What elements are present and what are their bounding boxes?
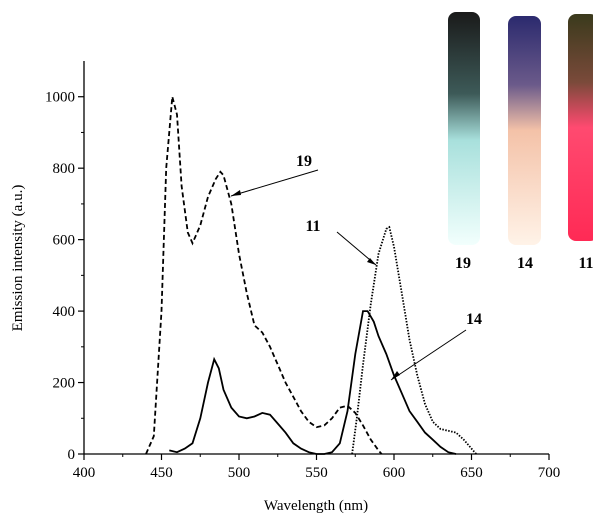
inset-label: 14 — [517, 255, 533, 272]
series-annotation: 11 — [305, 218, 320, 235]
y-axis-label: Emission intensity (a.u.) — [10, 185, 26, 332]
series-line — [145, 96, 383, 455]
arrowhead — [391, 371, 400, 380]
vial-photo — [448, 12, 480, 245]
y-tick-label: 600 — [53, 233, 76, 249]
x-tick-label: 450 — [150, 465, 173, 481]
vial-photo — [508, 16, 541, 245]
series-annotation: 14 — [466, 311, 482, 328]
x-tick-label: 400 — [73, 465, 96, 481]
series-line — [169, 310, 457, 455]
inset-label: 19 — [455, 255, 471, 272]
x-tick-label: 650 — [460, 465, 483, 481]
arrowhead — [231, 190, 241, 196]
y-tick-label: 1000 — [45, 90, 75, 106]
annotation-arrow — [230, 169, 319, 197]
x-axis-label: Wavelength (nm) — [264, 498, 368, 514]
arrowhead — [367, 258, 376, 265]
y-tick-label: 0 — [68, 447, 76, 463]
series-line — [351, 225, 477, 455]
vial-photo — [568, 14, 593, 241]
x-tick-label: 550 — [305, 465, 328, 481]
x-tick-label: 500 — [228, 465, 251, 481]
y-tick-label: 400 — [53, 304, 76, 320]
y-tick-label: 800 — [53, 161, 76, 177]
x-tick-label: 700 — [538, 465, 561, 481]
series-annotation: 19 — [296, 153, 312, 170]
inset-label: 11 — [578, 255, 593, 272]
y-tick-label: 200 — [53, 376, 76, 392]
annotation-arrow — [390, 329, 467, 381]
x-tick-label: 600 — [383, 465, 406, 481]
